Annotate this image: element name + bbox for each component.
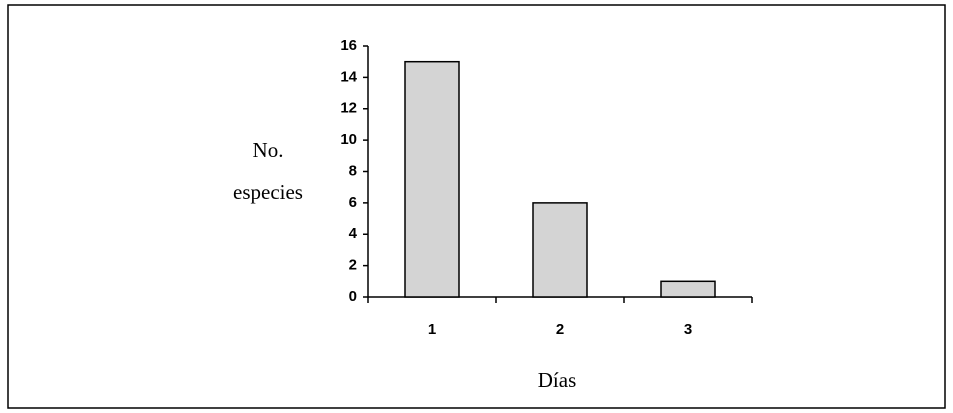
bar <box>404 60 460 298</box>
y-axis-label: No. <box>253 138 284 162</box>
y-tick-label: 16 <box>340 37 357 54</box>
y-tick-label: 6 <box>349 194 357 211</box>
y-tick-label: 2 <box>349 257 357 274</box>
x-axis-label: Días <box>538 368 577 392</box>
y-tick-label: 10 <box>340 131 357 148</box>
bar <box>660 280 716 298</box>
x-tick-label: 2 <box>556 321 564 338</box>
y-axis-label: especies <box>233 180 303 204</box>
y-tick-label: 14 <box>340 68 357 85</box>
y-tick-label: 12 <box>340 100 357 117</box>
bar <box>532 202 588 298</box>
x-tick-label: 1 <box>428 321 436 338</box>
y-tick-label: 0 <box>349 288 357 305</box>
x-tick-label: 3 <box>684 321 692 338</box>
frame <box>7 4 946 409</box>
y-tick-label: 4 <box>349 225 358 242</box>
y-tick-label: 8 <box>349 162 357 179</box>
